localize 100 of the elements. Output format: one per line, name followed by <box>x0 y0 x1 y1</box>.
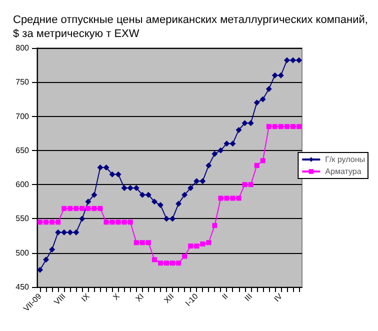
point <box>158 260 163 266</box>
legend-label: Г/к рулоны <box>325 155 366 164</box>
point <box>80 206 85 211</box>
point <box>194 244 200 249</box>
point <box>116 220 121 225</box>
point <box>98 206 103 211</box>
point <box>230 196 236 201</box>
point <box>272 72 278 78</box>
point <box>73 229 80 236</box>
point <box>182 192 188 198</box>
point <box>97 164 104 170</box>
point <box>236 196 242 201</box>
point <box>248 182 254 188</box>
point <box>134 240 139 246</box>
point <box>296 57 302 64</box>
point <box>272 124 278 130</box>
point <box>260 158 266 164</box>
point <box>224 140 230 147</box>
point <box>248 120 254 126</box>
point <box>56 220 61 225</box>
y-tick-label: 600 <box>16 180 30 190</box>
point <box>254 100 260 106</box>
x-tick-label: VIII <box>52 292 68 307</box>
point <box>103 164 110 170</box>
point <box>170 216 176 222</box>
y-tick-label: 700 <box>16 112 30 121</box>
point <box>67 229 74 236</box>
point <box>121 184 128 191</box>
point <box>38 220 43 225</box>
point <box>122 220 127 225</box>
point <box>140 240 145 246</box>
point <box>194 178 200 184</box>
y-tick-label: 800 <box>16 44 30 52</box>
point <box>206 162 212 168</box>
point <box>49 246 56 252</box>
point <box>163 216 170 222</box>
point <box>128 220 133 225</box>
point <box>109 171 116 178</box>
point <box>254 162 260 168</box>
y-tick-label: 500 <box>16 248 30 258</box>
x-tick-label: IV <box>272 291 285 304</box>
point <box>79 216 86 222</box>
point <box>176 260 182 266</box>
point <box>290 124 296 130</box>
point <box>176 200 182 207</box>
point <box>68 206 73 211</box>
point <box>157 202 164 208</box>
legend-label: Арматура <box>325 167 362 176</box>
point <box>110 220 115 225</box>
x-tick-label: XI <box>134 292 146 304</box>
point <box>50 220 55 225</box>
point <box>242 120 248 126</box>
x-tick-label: III <box>242 292 254 303</box>
point <box>212 150 218 157</box>
x-tick-label: XII <box>162 292 176 306</box>
point <box>266 86 272 92</box>
point <box>62 206 67 211</box>
point <box>200 241 206 246</box>
point <box>212 223 218 228</box>
x-tick-label: II <box>220 292 230 302</box>
y-tick-label: 450 <box>16 282 30 292</box>
point <box>86 206 91 211</box>
point <box>284 57 290 64</box>
point <box>133 184 140 191</box>
point <box>44 220 49 225</box>
point <box>146 240 151 246</box>
y-tick-label: 650 <box>16 146 30 155</box>
point <box>104 220 109 225</box>
point <box>206 240 212 246</box>
point <box>152 257 157 262</box>
point <box>164 260 169 266</box>
point <box>218 196 224 201</box>
point <box>115 171 122 178</box>
x-tick-label: I-10 <box>184 291 200 308</box>
point <box>188 184 194 191</box>
point <box>85 198 92 205</box>
point <box>170 260 176 266</box>
point <box>218 147 224 154</box>
point <box>242 182 248 188</box>
point <box>127 184 134 191</box>
point <box>188 244 194 249</box>
x-tick-label: X <box>111 291 122 302</box>
point <box>139 192 146 198</box>
point <box>260 96 266 102</box>
point <box>151 198 158 205</box>
point <box>61 229 68 236</box>
point <box>200 178 206 184</box>
point <box>43 256 50 263</box>
point <box>92 206 97 211</box>
x-tick-label: IX <box>80 291 92 304</box>
chart-title: Средние отпускные цены американских металлургических компаний, $ за метрическую т EXW <box>13 14 368 40</box>
point <box>266 124 272 130</box>
point <box>278 72 284 78</box>
point <box>236 126 242 133</box>
point <box>55 229 62 236</box>
point <box>145 192 152 198</box>
point <box>182 254 188 259</box>
point <box>224 196 230 201</box>
point <box>278 124 284 130</box>
y-tick-label: 750 <box>16 78 30 87</box>
